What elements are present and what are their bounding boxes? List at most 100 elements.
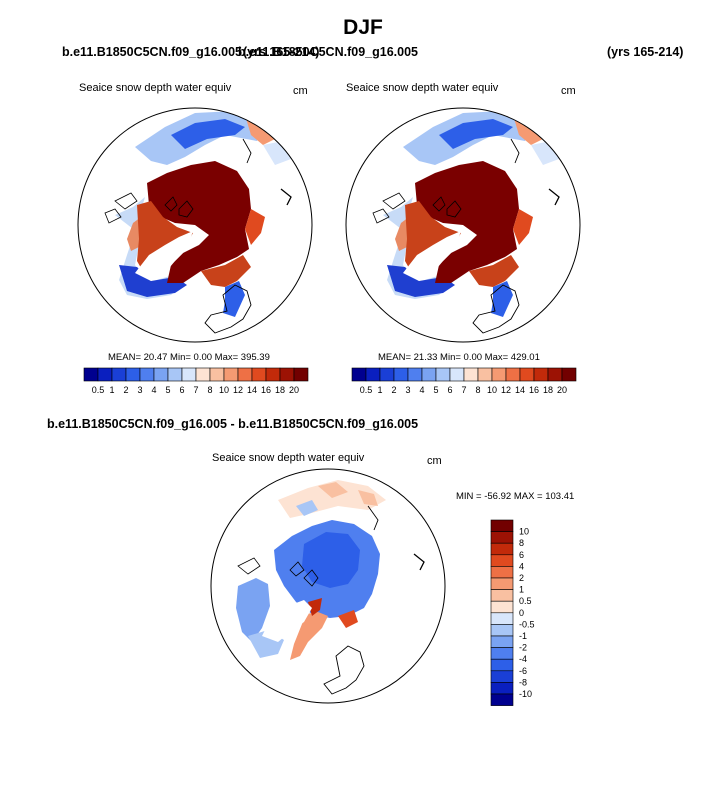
colorbar-swatch [490, 531, 514, 544]
colorbar-tick-label: 4 [419, 385, 424, 395]
colorbar-tick-label: 7 [461, 385, 466, 395]
colorbar-swatch [393, 367, 409, 382]
colorbar-swatch [547, 367, 563, 382]
colorbar-swatch [490, 624, 514, 637]
colorbar-tick-label: 3 [405, 385, 410, 395]
right-stats: MEAN= 21.33 Min= 0.00 Max= 429.01 [378, 352, 540, 363]
colorbar-tick-label: -4 [519, 654, 527, 664]
colorbar-tick-label: 12 [233, 385, 243, 395]
colorbar-swatch [490, 693, 514, 706]
colorbar-tick-label: 5 [165, 385, 170, 395]
colorbar-swatch [477, 367, 493, 382]
left-stats: MEAN= 20.47 Min= 0.00 Max= 395.39 [108, 352, 270, 363]
colorbar-swatch [561, 367, 577, 382]
colorbar-swatch [97, 367, 113, 382]
colorbar-swatch [351, 367, 367, 382]
right-polar-map [345, 107, 581, 343]
colorbar-tick-label: 1 [109, 385, 114, 395]
colorbar-swatch [490, 577, 514, 590]
colorbar-swatch [490, 670, 514, 683]
right-colorbar: 0.5 1 2 3 4 5 6 7 8 10 12 14 16 18 20 [351, 367, 577, 395]
colorbar-swatch [490, 519, 514, 532]
colorbar-tick-label: 8 [475, 385, 480, 395]
colorbar-tick-label: 0.5 [519, 596, 532, 606]
colorbar-tick-label: 5 [433, 385, 438, 395]
colorbar-swatch [490, 682, 514, 695]
colorbar-swatch [265, 367, 281, 382]
colorbar-swatch [379, 367, 395, 382]
diff-stats: MIN = -56.92 MAX = 103.41 [456, 491, 575, 502]
colorbar-swatch [449, 367, 465, 382]
colorbar-tick-label: -6 [519, 666, 527, 676]
difference-colorbar: 108 64 2 10.5 0-0.5 -1 -2-4 -6-8 -10 [490, 519, 535, 706]
colorbar-tick-label: 12 [501, 385, 511, 395]
difference-title: b.e11.B1850C5CN.f09_g16.005 - b.e11.B185… [47, 417, 419, 431]
colorbar-tick-label: -8 [519, 677, 527, 687]
colorbar-tick-label: 18 [543, 385, 553, 395]
colorbar-tick-label: 6 [447, 385, 452, 395]
colorbar-swatch [463, 367, 479, 382]
colorbar-tick-label: 16 [529, 385, 539, 395]
colorbar-swatch [490, 600, 514, 614]
colorbar-swatch [251, 367, 267, 382]
colorbar-tick-label: 0.5 [360, 385, 373, 395]
colorbar-swatch [167, 367, 183, 382]
colorbar-tick-label: 0 [519, 608, 524, 618]
colorbar-tick-label: 16 [261, 385, 271, 395]
colorbar-tick-label: 14 [515, 385, 525, 395]
colorbar-tick-label: 14 [247, 385, 257, 395]
colorbar-swatch [237, 367, 253, 382]
colorbar-tick-label: 1 [377, 385, 382, 395]
right-variable-label: Seaice snow depth water equiv [346, 82, 499, 94]
colorbar-tick-label: 6 [519, 550, 524, 560]
left-variable-label: Seaice snow depth water equiv [79, 82, 232, 94]
left-case-title: b.e11.B1850C5CN.f09_g16.005 [62, 45, 242, 59]
colorbar-swatch [490, 658, 514, 672]
colorbar-tick-label: 10 [519, 527, 529, 537]
colorbar-tick-label: 10 [487, 385, 497, 395]
left-units-label: cm [293, 85, 308, 97]
left-colorbar: 0.5 1 2 3 4 5 6 7 8 10 12 14 16 18 20 [83, 367, 309, 395]
colorbar-tick-label: 0.5 [92, 385, 105, 395]
colorbar-tick-label: 20 [557, 385, 567, 395]
season-title: DJF [343, 16, 383, 39]
right-years-title: (yrs 165-214) [607, 45, 684, 59]
colorbar-tick-label: 1 [519, 585, 524, 595]
colorbar-swatch [181, 367, 197, 382]
colorbar-tick-label: 10 [219, 385, 229, 395]
right-units-label: cm [561, 85, 576, 97]
colorbar-swatch [365, 367, 381, 382]
colorbar-swatch [490, 554, 514, 567]
colorbar-swatch [505, 367, 521, 382]
colorbar-swatch [491, 367, 507, 382]
left-years-title: (yrs 165-214) [243, 45, 320, 59]
right-case-title: b.e11.B1850C5CN.f09_g16.005 [238, 45, 418, 59]
colorbar-tick-label: 20 [289, 385, 299, 395]
colorbar-tick-label: -0.5 [519, 619, 535, 629]
diff-variable-label: Seaice snow depth water equiv [212, 452, 365, 464]
colorbar-swatch [209, 367, 225, 382]
colorbar-tick-label: -2 [519, 643, 527, 653]
colorbar-swatch [519, 367, 535, 382]
colorbar-swatch [490, 589, 514, 602]
colorbar-tick-label: 8 [207, 385, 212, 395]
colorbar-swatch [490, 542, 514, 556]
colorbar-tick-label: 8 [519, 538, 524, 548]
colorbar-tick-label: 2 [391, 385, 396, 395]
colorbar-tick-label: 2 [123, 385, 128, 395]
colorbar-swatch [407, 367, 423, 382]
colorbar-tick-label: 7 [193, 385, 198, 395]
colorbar-tick-label: -10 [519, 689, 532, 699]
colorbar-swatch [490, 566, 514, 579]
colorbar-tick-label: 18 [275, 385, 285, 395]
colorbar-swatch [223, 367, 239, 382]
colorbar-swatch [435, 367, 451, 382]
colorbar-tick-label: 4 [151, 385, 156, 395]
colorbar-swatch [490, 612, 514, 625]
colorbar-swatch [421, 367, 437, 382]
colorbar-tick-label: 6 [179, 385, 184, 395]
colorbar-tick-label: -1 [519, 631, 527, 641]
colorbar-swatch [153, 367, 169, 382]
colorbar-swatch [533, 367, 549, 382]
colorbar-swatch [490, 635, 514, 648]
